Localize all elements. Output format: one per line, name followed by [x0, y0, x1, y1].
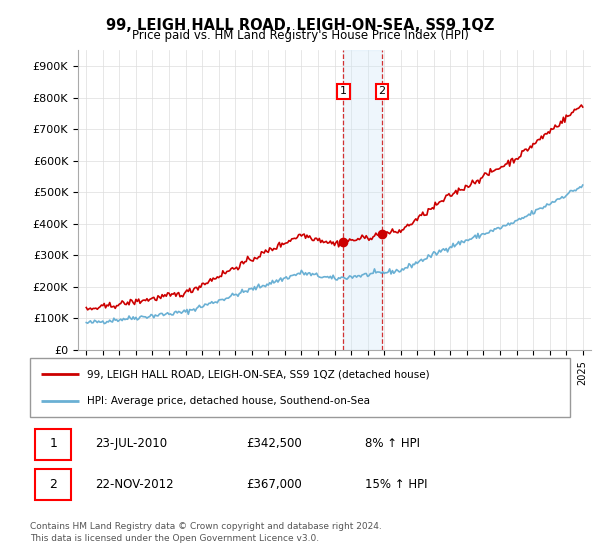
- Text: 8% ↑ HPI: 8% ↑ HPI: [365, 437, 420, 450]
- Text: £367,000: £367,000: [246, 478, 302, 491]
- Text: 1: 1: [49, 437, 57, 450]
- Text: 2: 2: [49, 478, 57, 491]
- Text: HPI: Average price, detached house, Southend-on-Sea: HPI: Average price, detached house, Sout…: [86, 396, 370, 407]
- Text: £342,500: £342,500: [246, 437, 302, 450]
- Text: Contains HM Land Registry data © Crown copyright and database right 2024.
This d: Contains HM Land Registry data © Crown c…: [30, 522, 382, 543]
- FancyBboxPatch shape: [30, 358, 570, 417]
- Text: 22-NOV-2012: 22-NOV-2012: [95, 478, 173, 491]
- Text: Price paid vs. HM Land Registry's House Price Index (HPI): Price paid vs. HM Land Registry's House …: [131, 29, 469, 42]
- Text: 99, LEIGH HALL ROAD, LEIGH-ON-SEA, SS9 1QZ: 99, LEIGH HALL ROAD, LEIGH-ON-SEA, SS9 1…: [106, 18, 494, 33]
- Text: 15% ↑ HPI: 15% ↑ HPI: [365, 478, 427, 491]
- Text: 23-JUL-2010: 23-JUL-2010: [95, 437, 167, 450]
- Bar: [343, 50, 382, 350]
- Text: 99, LEIGH HALL ROAD, LEIGH-ON-SEA, SS9 1QZ (detached house): 99, LEIGH HALL ROAD, LEIGH-ON-SEA, SS9 1…: [86, 369, 430, 379]
- FancyBboxPatch shape: [35, 469, 71, 500]
- Text: 1: 1: [340, 86, 347, 96]
- Text: 2: 2: [379, 86, 386, 96]
- FancyBboxPatch shape: [35, 429, 71, 460]
